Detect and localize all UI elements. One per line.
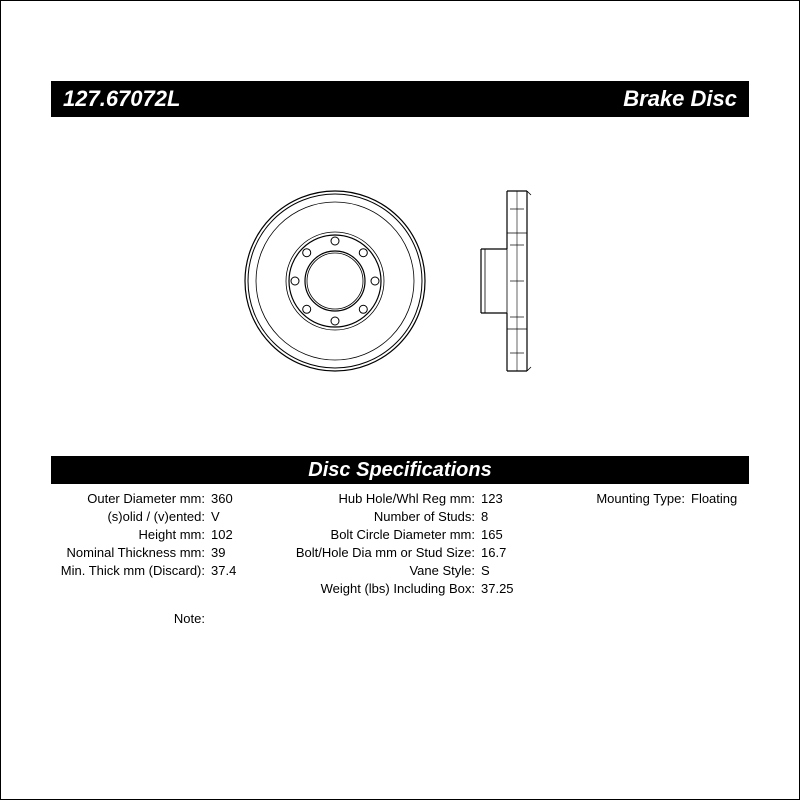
section-header: Disc Specifications bbox=[51, 456, 749, 484]
spec-value: 39 bbox=[211, 545, 291, 560]
spec-row: Outer Diameter mm:360 bbox=[51, 491, 291, 506]
spec-value: 165 bbox=[481, 527, 571, 542]
spec-value: 360 bbox=[211, 491, 291, 506]
spec-row: Vane Style:S bbox=[291, 563, 571, 578]
spec-label: Min. Thick mm (Discard): bbox=[51, 563, 211, 578]
spec-row: Min. Thick mm (Discard):37.4 bbox=[51, 563, 291, 578]
spec-label: Vane Style: bbox=[291, 563, 481, 578]
part-number: 127.67072L bbox=[63, 86, 180, 112]
spec-label: Number of Studs: bbox=[291, 509, 481, 524]
note-label: Note: bbox=[51, 611, 211, 626]
spec-label: Outer Diameter mm: bbox=[51, 491, 211, 506]
note-row: Note: bbox=[51, 611, 211, 626]
spec-value: 8 bbox=[481, 509, 571, 524]
spec-row: Mounting Type:Floating bbox=[571, 491, 749, 506]
spec-value: Floating bbox=[691, 491, 749, 506]
specs-table: Outer Diameter mm:360(s)olid / (v)ented:… bbox=[51, 491, 749, 596]
specs-column-3: Mounting Type:Floating bbox=[571, 491, 749, 596]
product-name: Brake Disc bbox=[623, 86, 737, 112]
spec-row: Nominal Thickness mm:39 bbox=[51, 545, 291, 560]
specs-column-2: Hub Hole/Whl Reg mm:123Number of Studs:8… bbox=[291, 491, 571, 596]
spec-label: Mounting Type: bbox=[571, 491, 691, 506]
spec-label: Hub Hole/Whl Reg mm: bbox=[291, 491, 481, 506]
spec-label: (s)olid / (v)ented: bbox=[51, 509, 211, 524]
spec-label: Nominal Thickness mm: bbox=[51, 545, 211, 560]
spec-label: Height mm: bbox=[51, 527, 211, 542]
spec-row: Weight (lbs) Including Box:37.25 bbox=[291, 581, 571, 596]
spec-label: Weight (lbs) Including Box: bbox=[291, 581, 481, 596]
spec-row: (s)olid / (v)ented:V bbox=[51, 509, 291, 524]
spec-value: 123 bbox=[481, 491, 571, 506]
brake-disc-front-view bbox=[235, 181, 435, 381]
spec-value: 37.4 bbox=[211, 563, 291, 578]
spec-value: S bbox=[481, 563, 571, 578]
spec-value: V bbox=[211, 509, 291, 524]
specs-column-1: Outer Diameter mm:360(s)olid / (v)ented:… bbox=[51, 491, 291, 596]
spec-row: Height mm:102 bbox=[51, 527, 291, 542]
spec-label: Bolt Circle Diameter mm: bbox=[291, 527, 481, 542]
spec-value: 37.25 bbox=[481, 581, 571, 596]
spec-value: 102 bbox=[211, 527, 291, 542]
spec-value: 16.7 bbox=[481, 545, 571, 560]
spec-row: Hub Hole/Whl Reg mm:123 bbox=[291, 491, 571, 506]
brake-disc-side-view bbox=[475, 181, 565, 381]
spec-row: Bolt/Hole Dia mm or Stud Size:16.7 bbox=[291, 545, 571, 560]
spec-row: Number of Studs:8 bbox=[291, 509, 571, 524]
header-bar: 127.67072L Brake Disc bbox=[51, 81, 749, 117]
spec-row: Bolt Circle Diameter mm:165 bbox=[291, 527, 571, 542]
spec-label: Bolt/Hole Dia mm or Stud Size: bbox=[291, 545, 481, 560]
diagram-area bbox=[1, 151, 799, 411]
